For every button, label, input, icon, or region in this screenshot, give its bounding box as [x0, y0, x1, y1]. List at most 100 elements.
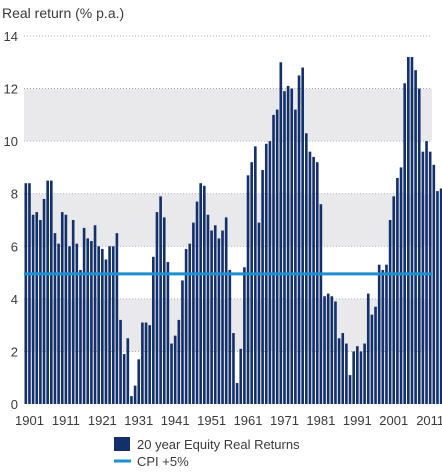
bar — [130, 396, 133, 404]
bar — [24, 183, 28, 404]
bar — [275, 109, 279, 404]
bar — [326, 293, 330, 404]
x-axis-ticks: 1901 1911 1921 1931 1941 1951 1961 1971 1981 1991… — [15, 413, 442, 428]
bar — [348, 375, 352, 404]
bar — [301, 67, 304, 405]
bar — [111, 246, 115, 404]
bar — [101, 248, 104, 404]
bar — [217, 238, 221, 404]
bar — [90, 241, 93, 404]
bar — [35, 212, 39, 404]
bar — [166, 262, 170, 404]
bar — [119, 319, 122, 404]
bar — [173, 335, 177, 404]
bar — [86, 238, 90, 404]
bar — [436, 191, 439, 404]
x-tick-label: 1981 — [306, 413, 335, 428]
x-tick-label: 1991 — [343, 413, 372, 428]
bar — [294, 109, 297, 404]
bar — [439, 188, 442, 404]
bar — [152, 256, 155, 404]
bar — [385, 264, 388, 404]
bar — [410, 57, 414, 405]
bar — [388, 220, 392, 404]
bar — [144, 322, 148, 404]
y-axis-label: Real return (% p.a.) — [2, 5, 124, 21]
bar — [305, 133, 308, 404]
bar — [381, 269, 385, 404]
bar — [159, 196, 162, 404]
bar — [155, 212, 159, 404]
x-tick-label: 1931 — [124, 413, 153, 428]
bar — [235, 382, 239, 404]
y-tick-label: 8 — [11, 187, 18, 202]
bar — [137, 359, 141, 404]
bar — [79, 269, 82, 404]
legend: 20 year Equity Real Returns CPI +5% — [114, 437, 300, 469]
bar — [184, 248, 188, 404]
y-tick-label: 10 — [4, 134, 18, 149]
x-tick-label: 1941 — [161, 413, 190, 428]
bar — [246, 175, 250, 404]
bar — [188, 243, 192, 404]
bar — [28, 183, 31, 404]
y-tick-label: 2 — [11, 344, 18, 359]
bar — [57, 243, 60, 404]
bar — [46, 180, 49, 404]
bar — [239, 348, 243, 404]
bar — [68, 246, 71, 404]
bar — [104, 259, 108, 404]
grid-band — [24, 88, 432, 142]
bar — [421, 151, 425, 404]
bar — [407, 57, 410, 405]
bar — [323, 296, 326, 404]
y-tick-label: 0 — [11, 397, 18, 412]
bar — [243, 267, 246, 404]
bar — [261, 170, 264, 404]
bar — [232, 333, 235, 404]
bar — [60, 212, 64, 404]
bar — [42, 198, 46, 404]
bar — [283, 91, 286, 404]
bar — [417, 88, 421, 405]
bar — [93, 225, 97, 404]
bar — [279, 62, 283, 405]
bar — [224, 217, 228, 404]
bar — [108, 246, 111, 404]
bar — [126, 338, 130, 404]
y-tick-label: 6 — [11, 239, 18, 254]
bar — [315, 162, 319, 404]
bar — [366, 293, 370, 404]
bar — [363, 343, 366, 404]
bar — [82, 227, 86, 404]
x-tick-label: 2011 — [416, 413, 442, 428]
bar — [177, 319, 181, 404]
bar — [122, 354, 126, 404]
bar — [345, 343, 348, 404]
bar — [203, 185, 206, 404]
x-tick-label: 1921 — [88, 413, 117, 428]
bar — [341, 333, 345, 404]
bar — [399, 167, 403, 404]
bar — [257, 222, 261, 404]
bar — [199, 183, 202, 404]
bar — [221, 230, 224, 404]
bar — [308, 151, 312, 404]
y-tick-label: 14 — [4, 29, 18, 44]
bar — [50, 180, 53, 404]
bar — [359, 351, 363, 404]
bar — [377, 264, 381, 404]
bar — [330, 296, 334, 404]
bar — [148, 325, 151, 404]
bar — [286, 85, 290, 404]
bar — [97, 246, 100, 404]
y-tick-label: 4 — [11, 292, 18, 307]
legend-label-line: CPI +5% — [137, 454, 189, 469]
gridlines — [24, 35, 432, 352]
bar — [213, 225, 217, 404]
bar — [356, 346, 359, 404]
bar — [374, 306, 377, 404]
y-axis-ticks: 0 2 4 6 8 10 12 14 — [4, 29, 18, 412]
x-tick-label: 1951 — [197, 413, 226, 428]
